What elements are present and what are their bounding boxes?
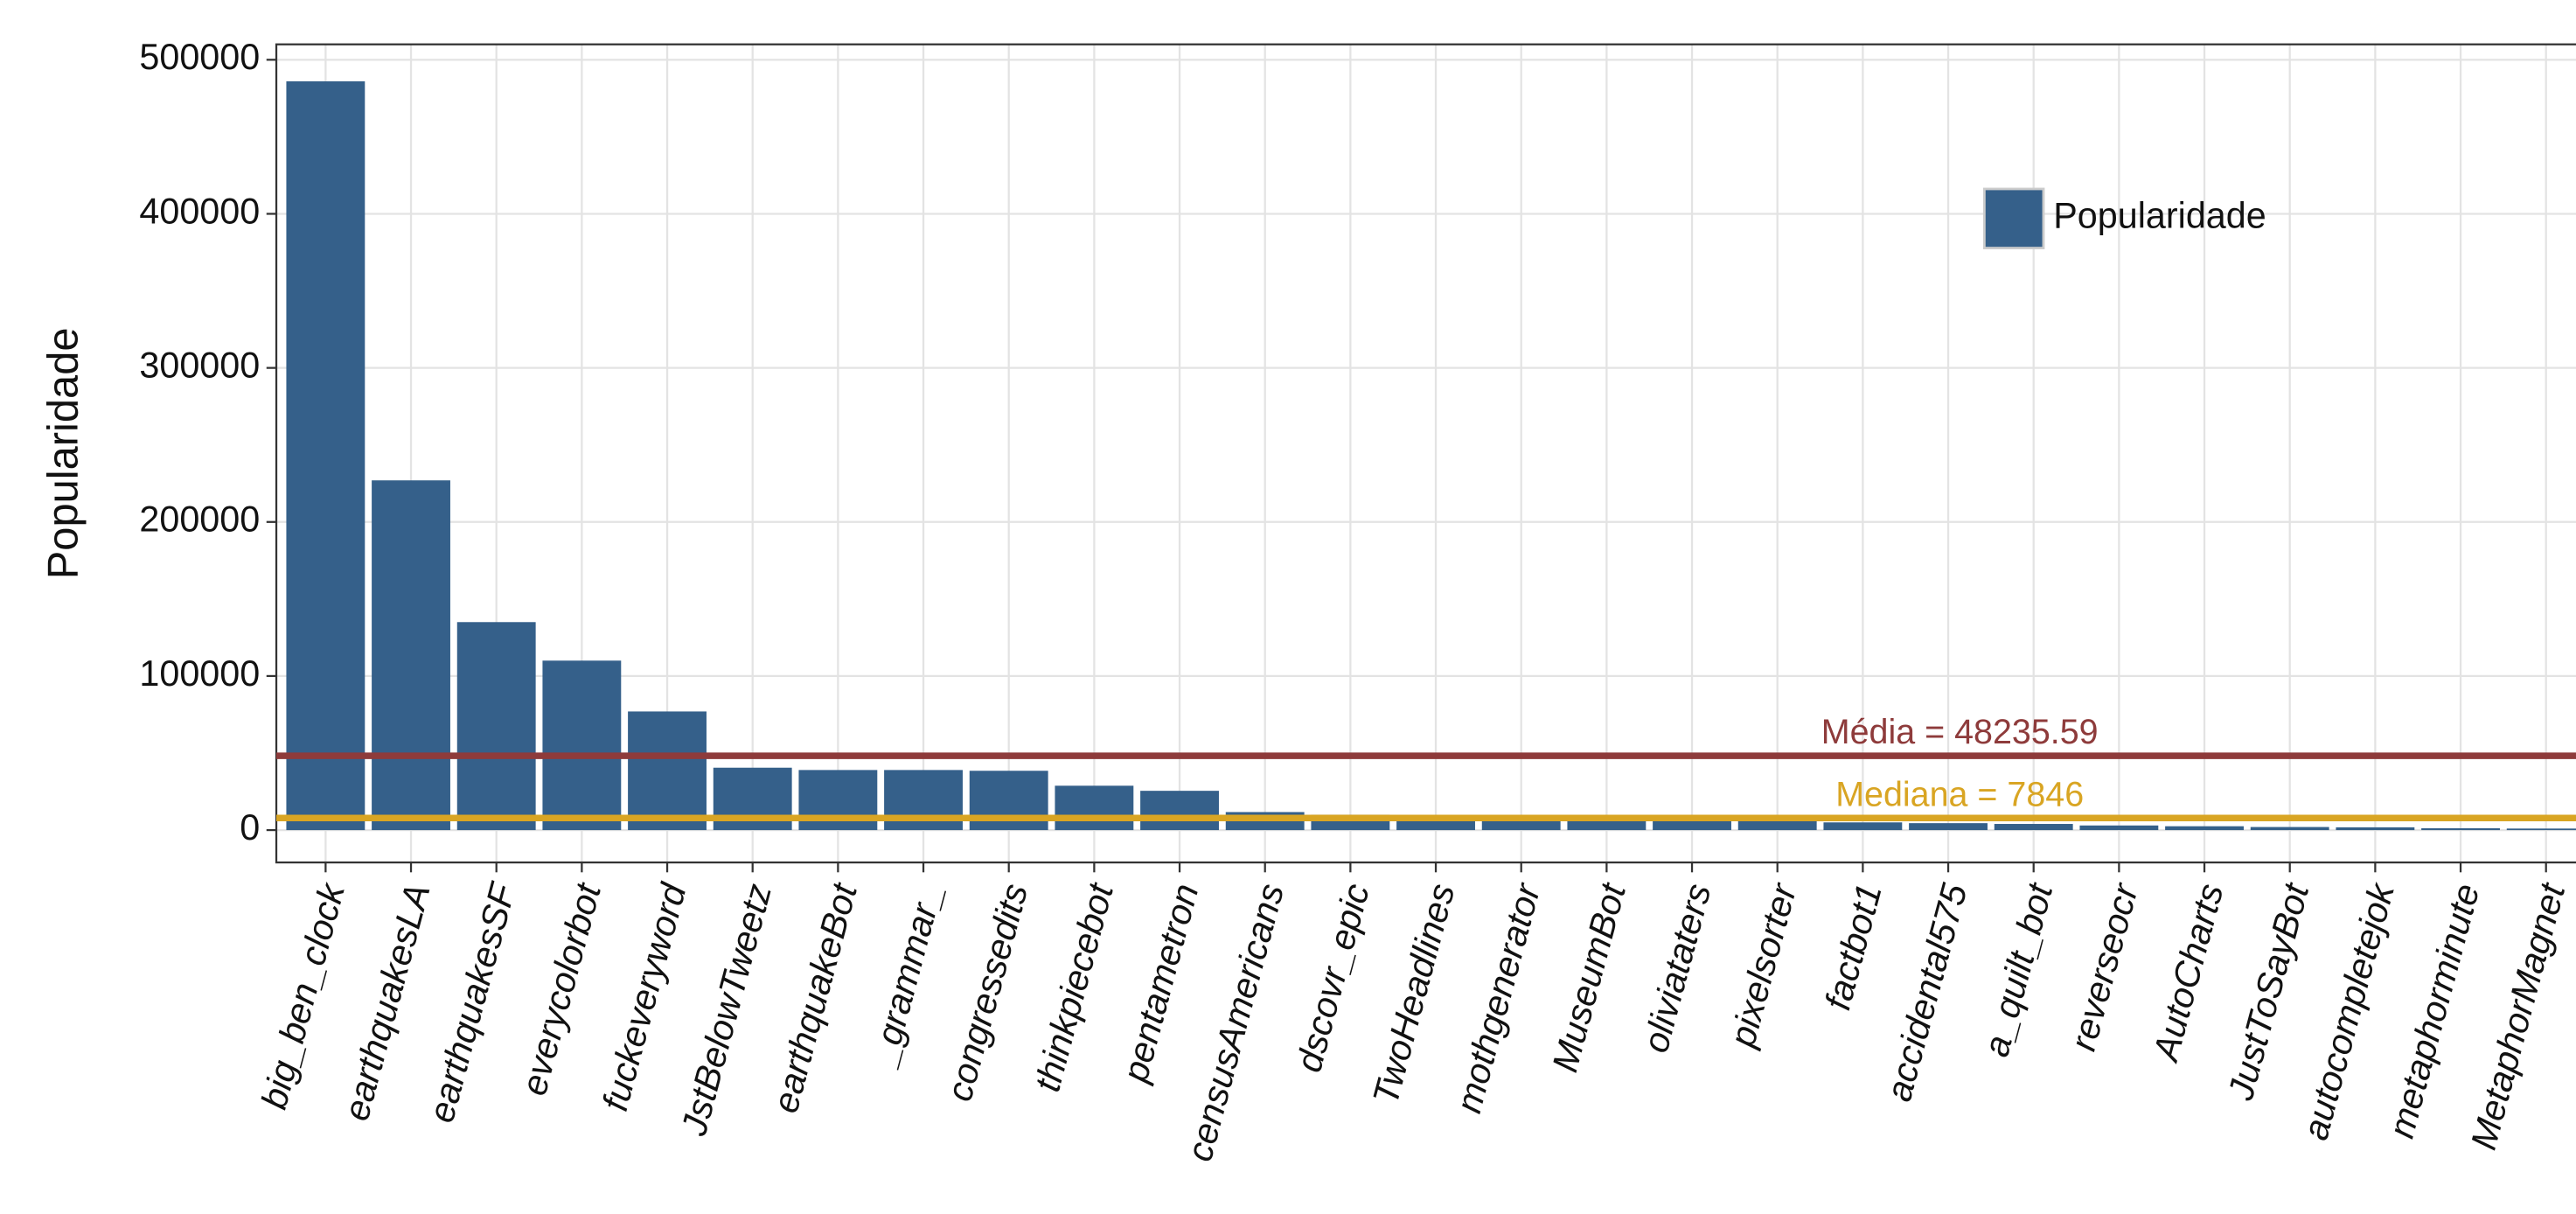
bar — [372, 480, 450, 831]
bar — [1140, 791, 1219, 831]
bar — [456, 622, 536, 831]
legend-label: Popularidade — [2053, 196, 2266, 236]
bar — [2421, 827, 2500, 831]
panel-border — [275, 43, 2576, 864]
reference-label: Mediana = 7846 — [1835, 775, 2084, 813]
bar — [542, 660, 622, 831]
bar — [1737, 820, 1817, 831]
legend-swatch — [1982, 187, 2045, 250]
bar — [2165, 826, 2244, 831]
bar — [2336, 827, 2415, 831]
bar — [1994, 824, 2073, 831]
bar — [2079, 825, 2159, 831]
bar — [1823, 822, 1903, 831]
y-tick-label: 500000 — [139, 37, 260, 77]
bar — [1055, 785, 1134, 831]
bar — [628, 711, 707, 831]
bar — [1653, 818, 1731, 831]
y-tick-label: 0 — [240, 807, 260, 848]
y-tick-label: 100000 — [139, 653, 260, 694]
y-tick-label: 300000 — [139, 345, 260, 386]
bar — [2250, 827, 2329, 831]
bar — [1909, 823, 1988, 831]
y-axis-label: Popularidade — [40, 327, 87, 579]
y-tick-label: 200000 — [139, 499, 260, 540]
bar — [286, 80, 366, 831]
bar — [2506, 828, 2576, 831]
reference-label: Média = 48235.59 — [1821, 713, 2099, 751]
y-tick-label: 400000 — [139, 191, 260, 231]
